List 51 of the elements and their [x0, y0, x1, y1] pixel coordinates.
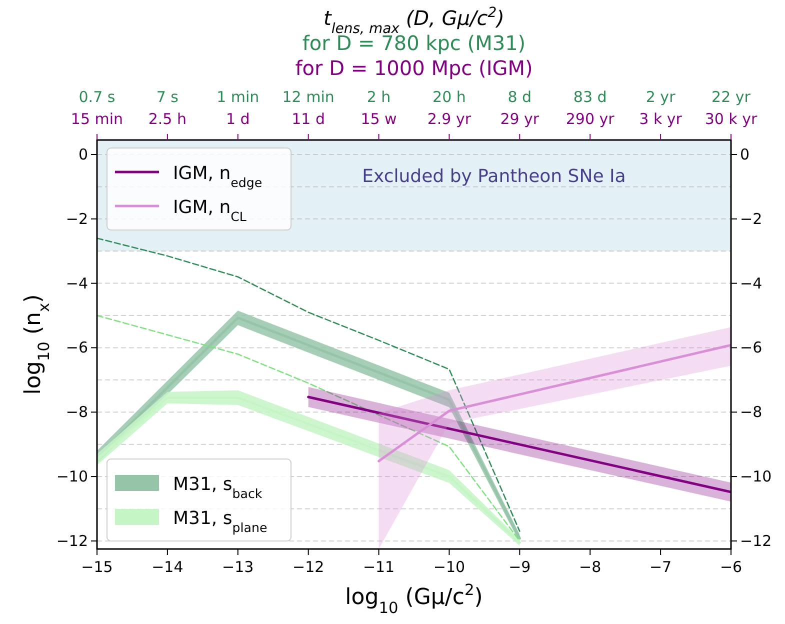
text: 3 k yr: [639, 110, 683, 128]
text: 12 min: [282, 88, 334, 106]
text: 1 d: [226, 110, 250, 128]
y-tick-label: 0: [78, 145, 88, 164]
y-tick-label: −6: [66, 338, 88, 357]
text: 2.5 h: [148, 110, 187, 128]
legend-label: IGM, n$_{CL}$: [173, 197, 246, 224]
x-tick-label: −12: [292, 558, 324, 576]
y2-tick-label: −12: [740, 532, 772, 550]
x-tick-label: −9: [508, 558, 531, 576]
y2-tick-label: −4: [740, 274, 762, 292]
text: 15 w: [360, 110, 397, 128]
x-axis-title: log$_{10}$ (Gμ/c$^{2}$): [345, 581, 483, 617]
text: for D = 1000 Mpc (IGM): [295, 56, 533, 80]
legend-label: M31, s$_{plane}$: [173, 508, 268, 534]
text: 30 k yr: [704, 110, 758, 128]
x-tick-label: −13: [222, 558, 254, 576]
text: 8 d: [508, 88, 532, 106]
band-label: Excluded by Pantheon SNe Ia: [362, 166, 626, 187]
y2-tick-label: −10: [740, 468, 772, 486]
x-tick-label: −7: [649, 558, 672, 576]
y2-tick-label: −8: [740, 403, 762, 422]
x-tick-label: −11: [362, 558, 395, 576]
x-tick-label: −8: [579, 558, 602, 576]
text: 2.9 yr: [427, 110, 472, 128]
y2-tick-label: −2: [740, 210, 762, 228]
x-tick-label: −15: [81, 558, 113, 576]
text: 11 d: [292, 110, 326, 128]
x-tick-label: −14: [152, 558, 184, 576]
x-tick-label: −6: [720, 558, 742, 576]
text: 29 yr: [500, 110, 540, 128]
y-tick-label: −10: [56, 468, 88, 486]
y2-tick-label: 0: [740, 145, 750, 164]
y-tick-label: −2: [66, 210, 88, 228]
legend-label: M31, s$_{back}$: [173, 474, 263, 500]
text: 290 yr: [566, 110, 616, 128]
legend-label: IGM, n$_{edge}$: [173, 163, 262, 190]
text: 7 s: [156, 88, 179, 106]
text: 20 h: [432, 88, 466, 106]
text: 2 yr: [646, 88, 676, 106]
text: 0.7 s: [78, 88, 116, 106]
text: 83 d: [573, 88, 607, 106]
text: 15 min: [70, 110, 124, 128]
text: 1 min: [216, 88, 260, 106]
x-tick-label: −10: [433, 558, 466, 576]
y2-tick-label: −6: [740, 338, 762, 357]
y-tick-label: −12: [56, 532, 88, 550]
y-tick-label: −8: [66, 403, 88, 422]
text: 22 yr: [712, 88, 752, 106]
y-tick-label: −4: [66, 274, 88, 292]
text: 2 h: [366, 88, 391, 106]
